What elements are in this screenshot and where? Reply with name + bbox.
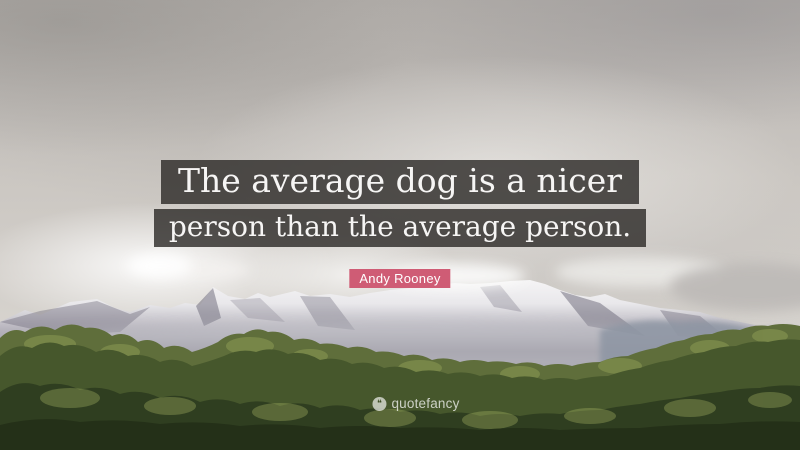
quote-marks-glyph: ❝ [377, 398, 382, 409]
canopy-highlights-front [40, 388, 792, 429]
quote-line-1: The average dog is a nicer [160, 160, 640, 204]
quotefancy-logo-icon: ❝ [372, 396, 387, 411]
quote-line-2: person than the average person. [153, 209, 647, 247]
author-badge: Andy Rooney [349, 269, 451, 288]
forest [0, 324, 800, 450]
forest-shadow-strip [0, 419, 800, 450]
quote-block: The average dog is a nicer person than t… [0, 160, 800, 247]
mountain-forest-scene [0, 254, 800, 450]
watermark: ❝ quotefancy [372, 396, 459, 411]
watermark-label: quotefancy [391, 396, 460, 411]
